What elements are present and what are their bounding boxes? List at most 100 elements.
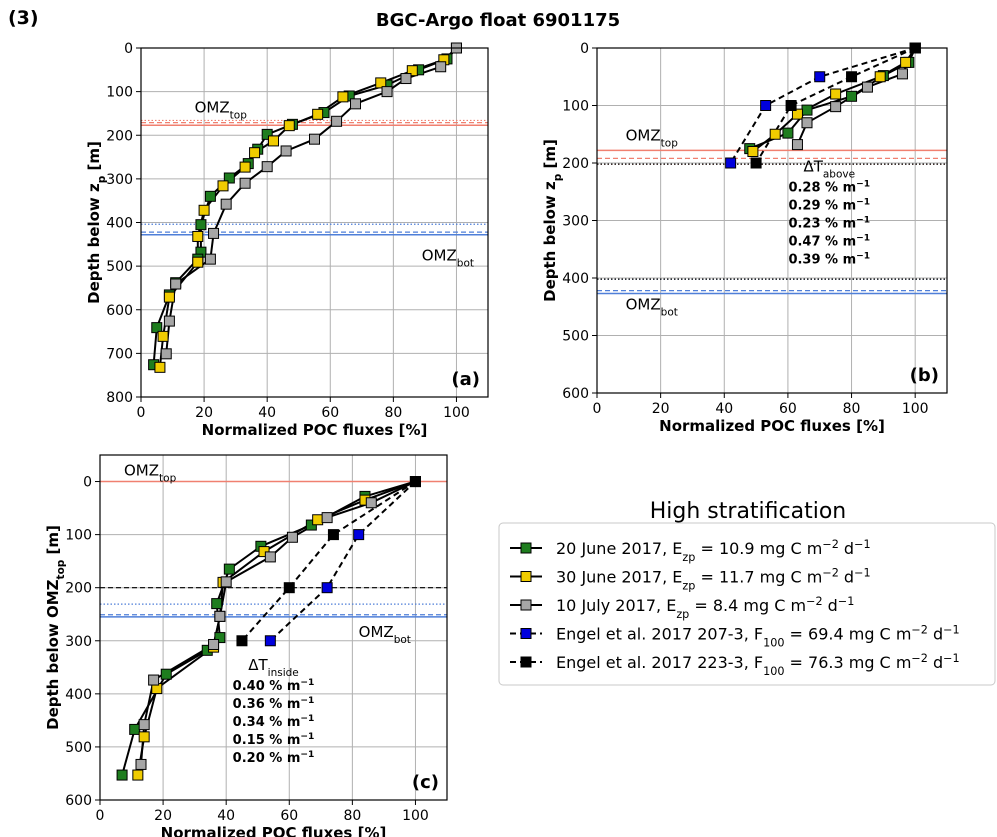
omz-top-label: OMZtop [195, 98, 248, 121]
legend-entry-label-part: −2 [911, 652, 928, 665]
rate-label-part: 0.40 % m [233, 679, 301, 694]
data-point [801, 117, 813, 129]
data-point [830, 101, 842, 113]
rate-label-part: −1 [300, 678, 314, 688]
x-tick-label: 0 [593, 401, 602, 417]
panel-label-part: (a) [451, 369, 480, 390]
data-point [129, 723, 141, 735]
legend-marker [520, 571, 532, 582]
data-point [365, 497, 377, 509]
data-point [830, 88, 842, 100]
x-tick-label: 20 [652, 401, 670, 417]
data-point [791, 108, 803, 120]
data-point [312, 514, 324, 526]
legend-entry-label: Engel et al. 2017 207-3, F100 = 69.4 mg … [556, 623, 960, 649]
y-axis-label-part: p [552, 173, 564, 181]
rate-label-part: 0.39 % m [788, 253, 856, 268]
legend-entry-label-part: d [839, 539, 854, 558]
rate-label: 0.28 % m−1 [788, 180, 870, 196]
data-point [353, 529, 365, 541]
x-axis-label: Normalized POC fluxes [%] [161, 824, 387, 837]
data-point [264, 551, 276, 563]
rate-label: 0.23 % m−1 [788, 216, 870, 232]
data-point [896, 68, 908, 80]
delta-label-part: ΔT [803, 158, 823, 176]
data-point [331, 115, 343, 127]
legend-marker [520, 542, 532, 554]
y-axis-label-part: [m] [85, 141, 103, 176]
plot-frame [140, 47, 489, 398]
panel-label: (b) [910, 365, 939, 386]
rate-label-part: −1 [856, 198, 870, 208]
legend-entry-label-part: d [928, 625, 943, 644]
rate-label-part: 0.20 % m [233, 751, 301, 766]
data-point [220, 576, 232, 588]
y-tick-label: 600 [65, 793, 92, 809]
data-point [900, 56, 912, 68]
rate-label-part: −1 [300, 732, 314, 742]
data-point [261, 161, 273, 173]
rate-label-part: −1 [856, 234, 870, 244]
data-point [791, 139, 803, 151]
data-point [160, 348, 172, 360]
data-point [801, 104, 813, 116]
data-point [211, 598, 223, 610]
data-point [435, 61, 447, 73]
omz-top-label-part: OMZ [124, 462, 159, 480]
x-tick-label: 80 [343, 808, 361, 824]
data-point [750, 157, 762, 169]
legend-entry-label-part: d [839, 568, 854, 587]
data-point [154, 361, 166, 373]
y-tick-label: 0 [580, 41, 589, 57]
delta-label-part: above [823, 169, 855, 181]
x-tick-label: 60 [280, 808, 298, 824]
legend-entry-label-part: Engel et al. 2017 207-3, F [556, 625, 763, 644]
x-axis-label: Normalized POC fluxes [%] [202, 421, 428, 439]
data-point [163, 315, 175, 327]
rate-label-part: 0.47 % m [788, 235, 856, 250]
data-point [135, 758, 147, 770]
y-axis-label-part: Depth below z [85, 183, 103, 304]
x-tick-label: 100 [902, 401, 929, 417]
panel-label: (c) [412, 772, 439, 793]
y-tick-label: 200 [562, 156, 589, 172]
data-point [337, 91, 349, 103]
legend-entry-label-part: = 11.7 mg C m [695, 568, 822, 587]
omz-top-label-part: top [159, 473, 177, 485]
data-point [846, 71, 858, 83]
y-axis-label-part: [m] [541, 139, 559, 174]
figure-number: (3) [8, 7, 39, 29]
data-point [283, 120, 295, 132]
rate-label: 0.39 % m−1 [788, 252, 870, 268]
legend-entry-label-part: zp [676, 608, 689, 621]
legend-entry-label-part: −1 [854, 538, 871, 551]
rate-label: 0.40 % m−1 [233, 678, 315, 694]
x-tick-label: 80 [384, 405, 402, 421]
data-point [151, 322, 163, 334]
panel-a: 0 20 40 60 80 100 0 100 200 300 400 500 600 700 800 Nor… [85, 41, 489, 439]
rate-label: 0.29 % m−1 [788, 198, 870, 214]
rate-label-part: 0.34 % m [233, 715, 301, 730]
legend-entry-label-part: 10 July 2017, E [556, 596, 676, 615]
data-point [223, 172, 235, 184]
legend-entry-label: 30 June 2017, Ezp = 11.7 mg C m−2 d−1 [556, 566, 871, 592]
data-point [846, 90, 858, 102]
legend-entry-label-part: zp [682, 579, 695, 592]
rate-label-part: −1 [300, 714, 314, 724]
omz-top-label: OMZtop [124, 462, 177, 485]
legend-entry-label: 20 June 2017, Ezp = 10.9 mg C m−2 d−1 [556, 538, 871, 564]
data-point [312, 108, 324, 120]
legend-entry-label-part: −1 [943, 623, 960, 636]
x-tick-label: 20 [195, 405, 213, 421]
legend-marker [520, 599, 532, 611]
omz-bot-label: OMZbot [359, 623, 411, 646]
data-point [760, 100, 772, 111]
rate-label-part: 0.36 % m [233, 697, 301, 712]
data-point [321, 512, 333, 524]
x-axis-label: Normalized POC fluxes [%] [659, 417, 885, 435]
data-point [198, 204, 210, 216]
data-point [208, 638, 220, 650]
data-point [204, 253, 216, 265]
x-tick-label: 100 [443, 405, 470, 421]
